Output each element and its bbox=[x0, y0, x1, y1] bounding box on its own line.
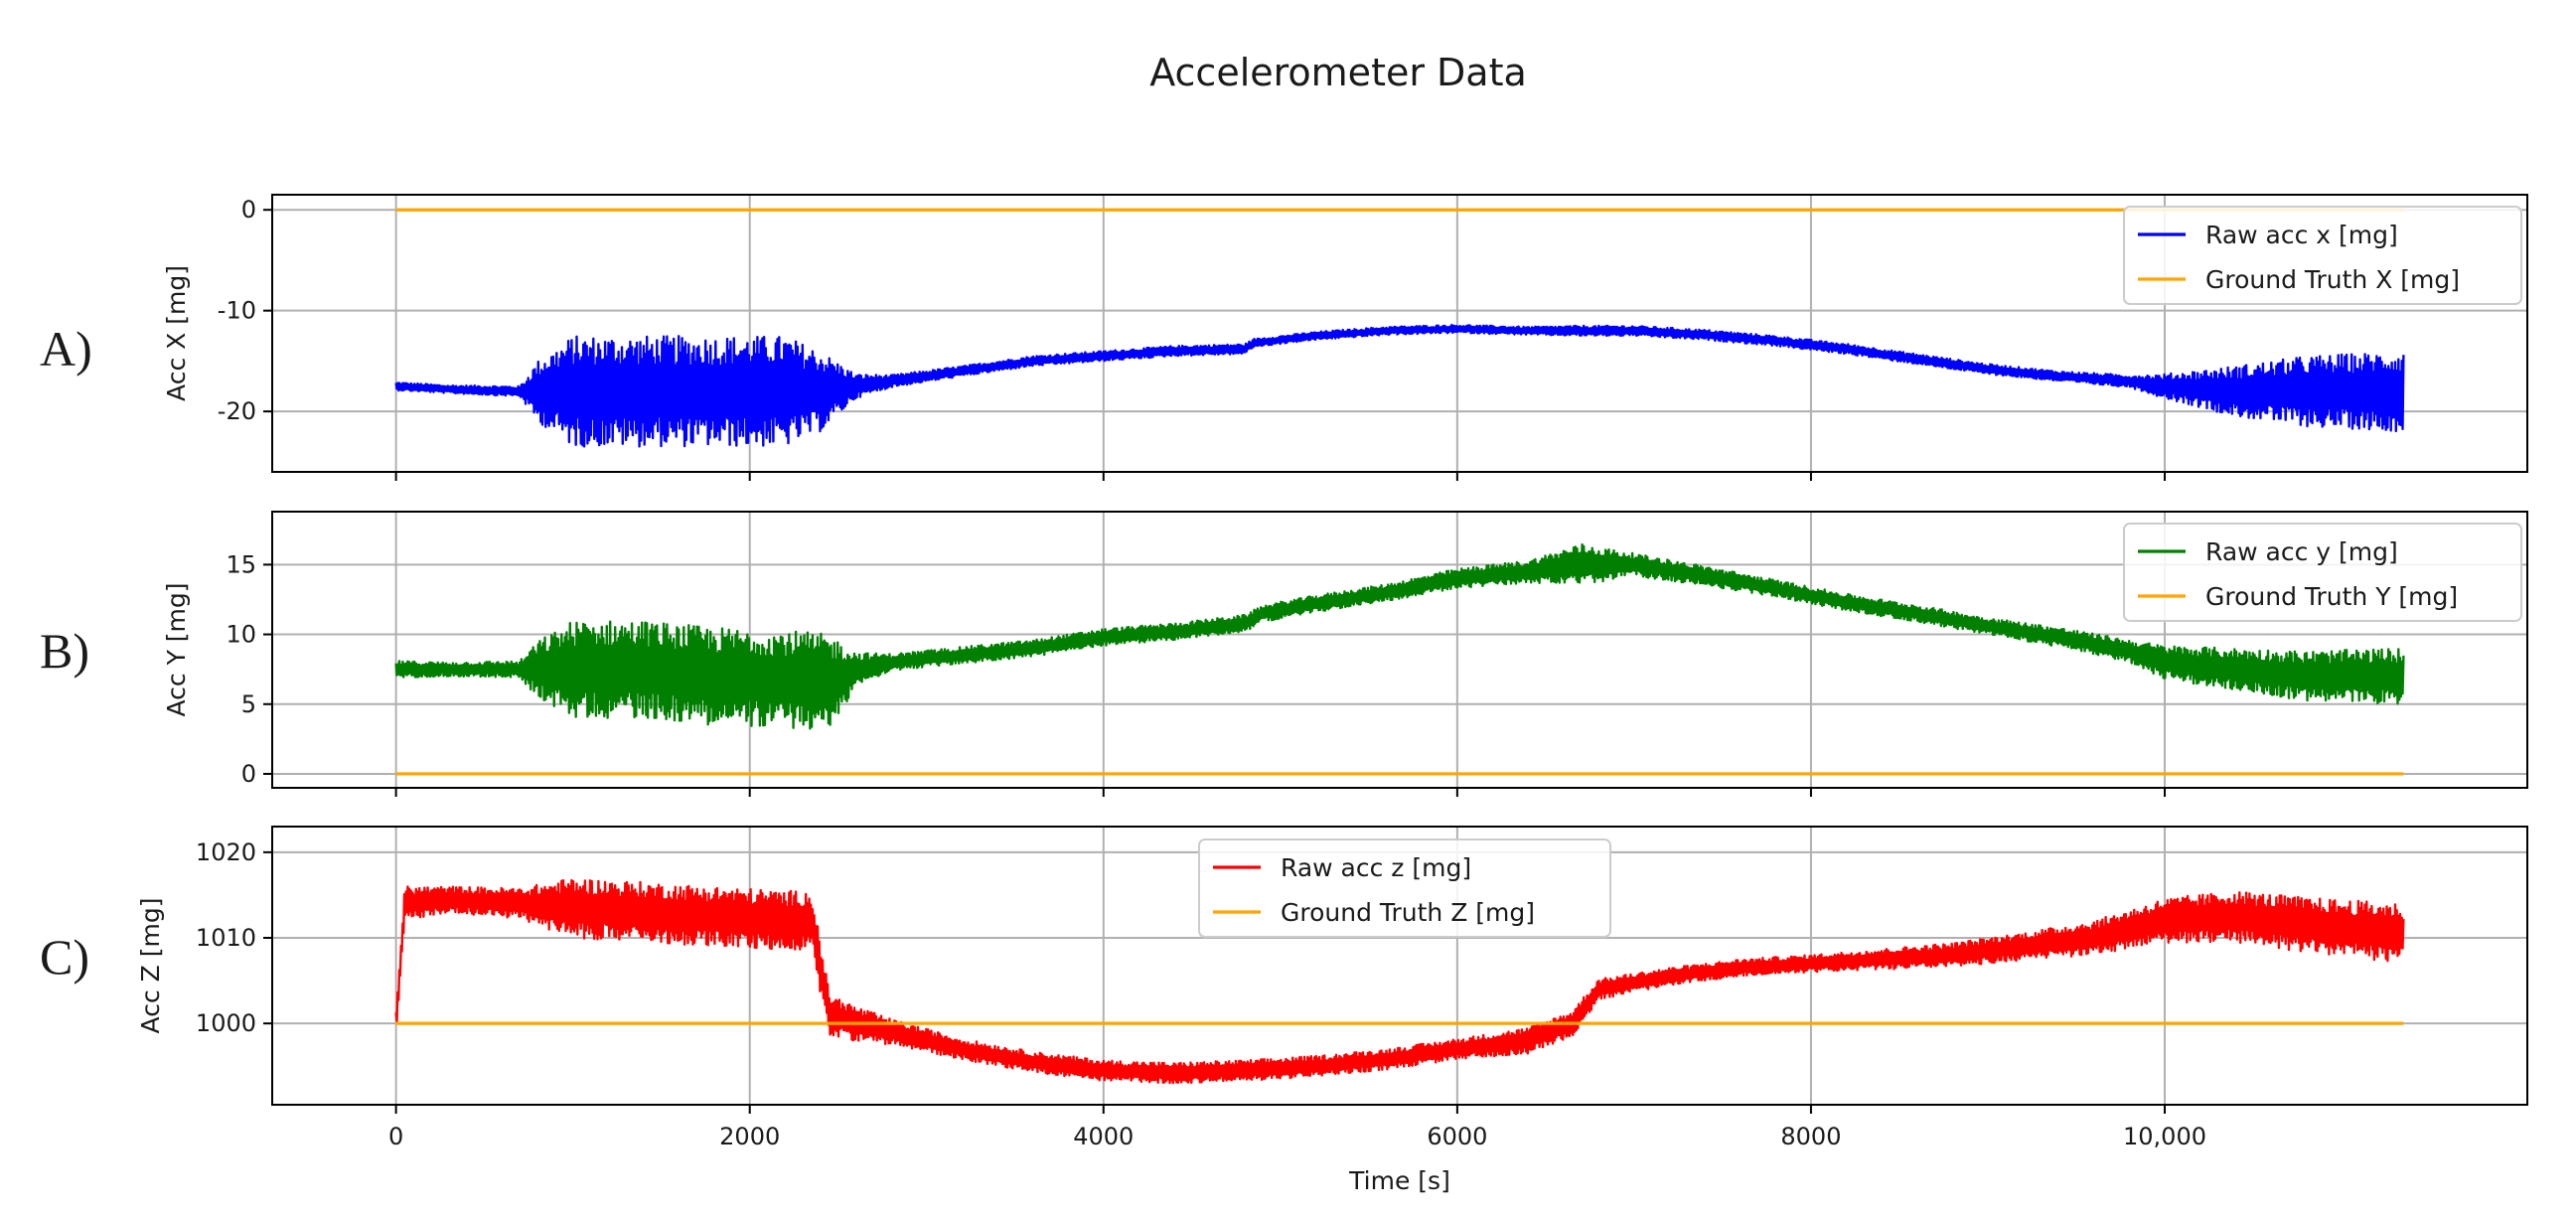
panel-b-letter: B) bbox=[40, 623, 89, 679]
panel-a: 0 -10 -20 Acc X [mg] A) Raw acc x [mg] Grou… bbox=[40, 194, 2528, 481]
panel-b-legend-label-0: Raw acc y [mg] bbox=[2205, 537, 2398, 566]
panel-a-series bbox=[394, 208, 2405, 448]
panel-a-ytick-label-2: -20 bbox=[218, 397, 256, 425]
panel-c-ytick-label-0: 1000 bbox=[196, 1009, 256, 1037]
panel-c-ytick-label-2: 1020 bbox=[196, 838, 256, 866]
panel-b-legend: Raw acc y [mg] Ground Truth Y [mg] bbox=[2123, 523, 2522, 622]
panel-b-raw-series bbox=[394, 542, 2405, 730]
panel-a-ytick-label-0: 0 bbox=[241, 196, 256, 224]
panel-b-ytick-label-2: 10 bbox=[226, 621, 256, 649]
panel-b-ytick-label-1: 5 bbox=[241, 690, 256, 718]
panel-b-ticks: 0 5 10 15 bbox=[226, 550, 2167, 797]
figure-title: Accelerometer Data bbox=[1149, 51, 1527, 94]
panel-a-legend-box bbox=[2123, 206, 2522, 305]
x-tick-label-0: 0 bbox=[388, 1123, 403, 1150]
panel-a-ticks: 0 -10 -20 bbox=[218, 196, 2167, 481]
panel-c-frame bbox=[271, 826, 2528, 1106]
panel-a-ytick-label-1: -10 bbox=[218, 297, 256, 325]
panel-c-legend-label-1: Ground Truth Z [mg] bbox=[1281, 898, 1535, 927]
panel-a-raw-series bbox=[394, 324, 2405, 448]
panel-c-ticks: 1000 1010 1020 bbox=[196, 838, 2167, 1114]
panel-a-letter: A) bbox=[40, 321, 92, 377]
panel-c-letter: C) bbox=[40, 929, 89, 985]
panel-c-series bbox=[394, 878, 2405, 1085]
panel-c-legend-label-0: Raw acc z [mg] bbox=[1281, 853, 1471, 882]
x-tick-label-4: 8000 bbox=[1780, 1123, 1841, 1150]
panel-a-legend-label-1: Ground Truth X [mg] bbox=[2205, 265, 2460, 294]
panel-b-ytick-label-3: 15 bbox=[226, 550, 256, 578]
panel-c-ylabel: Acc Z [mg] bbox=[136, 898, 165, 1034]
panel-a-legend: Raw acc x [mg] Ground Truth X [mg] bbox=[2123, 206, 2522, 305]
panel-c-legend-box bbox=[1198, 838, 1611, 938]
panel-a-legend-label-0: Raw acc x [mg] bbox=[2205, 221, 2398, 249]
panel-b-legend-label-1: Ground Truth Y [mg] bbox=[2205, 582, 2458, 611]
panel-c: 1000 1010 1020 Acc Z [mg] C) Raw acc z [mg… bbox=[40, 826, 2528, 1114]
x-tick-label-5: 10,000 bbox=[2123, 1123, 2206, 1150]
panel-b-series bbox=[394, 542, 2405, 776]
panel-b-frame bbox=[271, 511, 2528, 789]
panel-b-ytick-label-0: 0 bbox=[241, 760, 256, 788]
panel-a-frame bbox=[271, 194, 2528, 473]
panel-c-raw-series bbox=[394, 878, 2405, 1085]
panel-b: 0 5 10 15 Acc Y [mg] B) Raw acc y [mg] Groun… bbox=[40, 511, 2528, 797]
x-tick-label-1: 2000 bbox=[719, 1123, 780, 1150]
panel-c-ytick-label-1: 1010 bbox=[196, 924, 256, 952]
panel-b-legend-box bbox=[2123, 523, 2522, 622]
x-tick-labels: 0 2000 4000 6000 8000 10,000 bbox=[388, 1123, 2206, 1150]
x-axis-label: Time [s] bbox=[1348, 1166, 1450, 1195]
panel-c-legend: Raw acc z [mg] Ground Truth Z [mg] bbox=[1198, 838, 1611, 938]
x-tick-label-3: 6000 bbox=[1427, 1123, 1487, 1150]
x-tick-label-2: 4000 bbox=[1073, 1123, 1134, 1150]
panel-b-ylabel: Acc Y [mg] bbox=[162, 582, 191, 716]
panel-a-ylabel: Acc X [mg] bbox=[162, 265, 191, 401]
